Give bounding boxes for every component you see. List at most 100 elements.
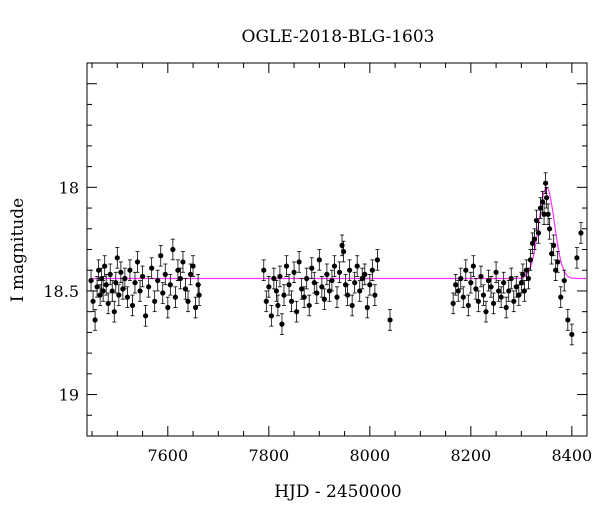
- data-point: [321, 296, 327, 302]
- data-point: [533, 217, 540, 224]
- data-point: [485, 277, 492, 284]
- data-point: [103, 282, 109, 288]
- data-point: [367, 282, 373, 288]
- data-point: [180, 259, 186, 265]
- data-point: [296, 259, 302, 265]
- data-point: [165, 304, 171, 311]
- data-point: [501, 280, 507, 286]
- data-point: [508, 275, 514, 282]
- data-point: [541, 211, 547, 217]
- data-point: [336, 269, 343, 275]
- data-point: [354, 263, 360, 269]
- data-point: [158, 253, 164, 259]
- data-point: [535, 230, 542, 236]
- data-point: [506, 288, 512, 294]
- data-point: [364, 304, 370, 311]
- data-point: [286, 282, 292, 288]
- data-point: [329, 277, 335, 284]
- data-point: [132, 280, 138, 286]
- data-point: [565, 317, 571, 323]
- data-point: [521, 288, 527, 294]
- data-point: [155, 277, 161, 284]
- data-point: [120, 286, 126, 292]
- data-point: [314, 290, 320, 296]
- data-point: [465, 302, 471, 309]
- y-axis-label: I magnitude: [8, 198, 28, 302]
- data-point: [473, 286, 479, 292]
- data-point: [113, 280, 119, 286]
- data-point: [349, 302, 355, 309]
- data-point: [496, 288, 502, 294]
- data-point: [129, 302, 136, 309]
- data-point: [539, 199, 546, 205]
- data-point: [107, 271, 113, 277]
- data-point: [458, 275, 464, 282]
- data-point: [549, 251, 555, 257]
- data-point: [450, 300, 456, 306]
- data-point: [263, 298, 269, 304]
- data-point: [513, 284, 519, 290]
- data-point: [480, 292, 487, 298]
- data-point: [160, 290, 166, 296]
- data-point: [542, 180, 549, 186]
- data-point: [105, 300, 111, 306]
- data-point: [268, 313, 274, 319]
- data-point: [369, 267, 375, 273]
- data-point: [291, 269, 297, 275]
- data-point: [124, 294, 131, 300]
- data-point: [304, 275, 310, 282]
- data-point: [326, 288, 333, 294]
- data-point: [490, 300, 497, 306]
- model-curve-layer: [92, 186, 586, 280]
- data-point: [281, 292, 287, 298]
- data-point: [88, 277, 94, 284]
- data-point: [374, 257, 381, 263]
- data-point: [134, 259, 141, 265]
- data-point: [137, 288, 143, 294]
- data-point: [324, 271, 330, 277]
- data-point: [261, 267, 267, 273]
- data-point: [460, 294, 466, 300]
- data-point: [475, 298, 482, 304]
- data-point: [182, 286, 189, 292]
- data-point: [293, 309, 300, 315]
- axes-layer: 7600 7800 8000 8200 8400 18 18.5 19: [43, 62, 592, 465]
- x-tick-label: 7600: [147, 446, 188, 465]
- data-point: [537, 205, 544, 211]
- data-point: [372, 292, 378, 298]
- data-point: [493, 269, 499, 275]
- data-point: [569, 331, 575, 338]
- data-point: [334, 294, 340, 300]
- data-point: [455, 288, 461, 294]
- data-point: [340, 248, 347, 255]
- data-point: [342, 282, 349, 288]
- data-point: [273, 288, 279, 294]
- data-point: [523, 267, 529, 273]
- data-point: [331, 263, 338, 269]
- data-point: [357, 288, 363, 294]
- data-point: [488, 284, 494, 290]
- data-point: [271, 275, 277, 282]
- data-point: [139, 273, 146, 280]
- data-point: [319, 284, 325, 290]
- data-point: [94, 284, 100, 290]
- data-point: [558, 294, 564, 300]
- data-point: [498, 294, 504, 300]
- data-point: [574, 255, 580, 261]
- data-point: [525, 275, 532, 282]
- data-point: [511, 298, 517, 304]
- data-point: [275, 302, 281, 309]
- data-point: [96, 267, 102, 273]
- data-point: [555, 259, 561, 265]
- data-point: [149, 265, 155, 271]
- data-point: [196, 292, 202, 298]
- data-point: [172, 294, 178, 300]
- data-point: [187, 271, 194, 277]
- data-point: [109, 288, 115, 294]
- data-point: [97, 292, 103, 298]
- data-point: [190, 263, 196, 269]
- data-point: [127, 267, 133, 273]
- data-point: [309, 265, 315, 271]
- data-point: [468, 280, 474, 286]
- data-point: [547, 226, 553, 232]
